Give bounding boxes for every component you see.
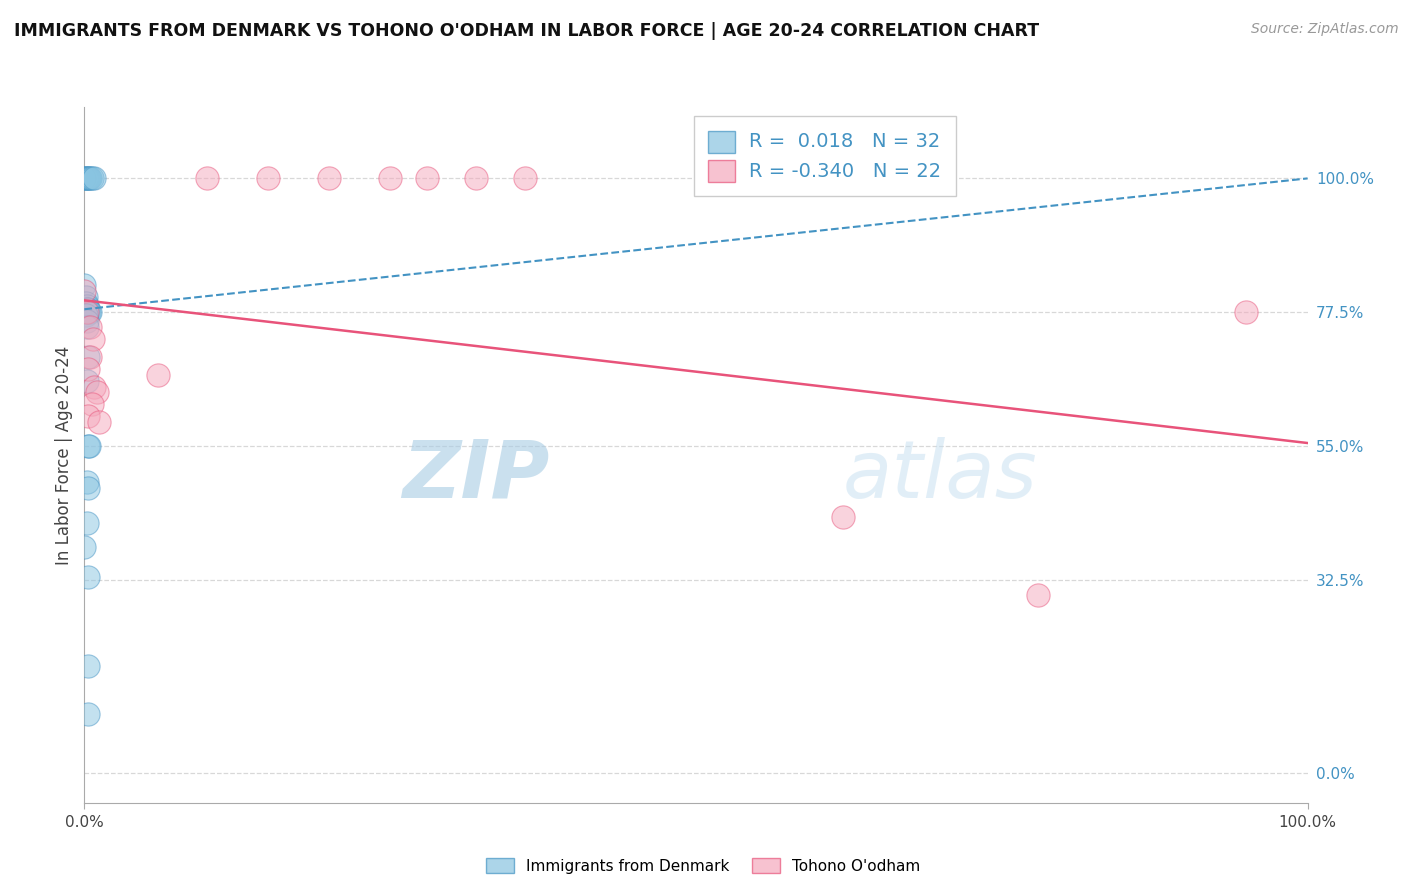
Point (77, 361, 100, 376)
Point (77, 409, 100, 424)
Point (77, 439, 100, 453)
Text: atlas: atlas (842, 437, 1038, 515)
Text: ZIP: ZIP (402, 437, 550, 515)
Point (73, 540, 96, 554)
Point (76, 374, 98, 388)
Point (318, 171, 340, 186)
Point (76, 516, 98, 531)
Text: IMMIGRANTS FROM DENMARK VS TOHONO O'ODHAM IN LABOR FORCE | AGE 20-24 CORRELATION: IMMIGRANTS FROM DENMARK VS TOHONO O'ODHA… (14, 22, 1039, 40)
Legend: Immigrants from Denmark, Tohono O'odham: Immigrants from Denmark, Tohono O'odham (479, 852, 927, 880)
Point (77, 659, 100, 673)
Point (77, 171, 100, 186)
Point (86, 385, 108, 400)
Point (79, 350, 101, 364)
Point (380, 171, 402, 186)
Point (82, 332, 104, 346)
Point (73, 285, 96, 299)
Point (77, 171, 100, 186)
Point (77, 706, 100, 721)
Point (77, 439, 100, 453)
Point (195, 171, 218, 186)
Point (1028, 588, 1050, 602)
Point (77, 350, 100, 364)
Point (76, 305, 98, 319)
Point (73, 171, 96, 186)
Point (146, 368, 169, 382)
Point (77, 302, 100, 317)
Point (87, 415, 110, 429)
Point (76, 171, 98, 186)
Point (83, 379, 105, 393)
Point (80, 171, 103, 186)
Point (73, 171, 96, 186)
Point (77, 305, 100, 319)
Point (79, 320, 101, 334)
Point (416, 171, 439, 186)
Point (1236, 305, 1258, 319)
Text: Source: ZipAtlas.com: Source: ZipAtlas.com (1251, 22, 1399, 37)
Point (76, 475, 98, 489)
Point (513, 171, 536, 186)
Legend: R =  0.018   N = 32, R = -0.340   N = 22: R = 0.018 N = 32, R = -0.340 N = 22 (693, 116, 956, 196)
Point (79, 305, 101, 319)
Point (257, 171, 280, 186)
Point (80, 397, 103, 411)
Point (75, 171, 97, 186)
Point (77, 481, 100, 495)
Point (77, 305, 100, 319)
Point (75, 296, 97, 310)
Point (76, 314, 98, 328)
Point (831, 510, 853, 524)
Point (76, 299, 98, 313)
Point (76, 302, 98, 317)
Point (75, 308, 97, 322)
Point (75, 290, 97, 304)
Point (76, 320, 98, 334)
Point (77, 570, 100, 584)
Point (83, 171, 105, 186)
Point (464, 171, 486, 186)
Point (73, 278, 96, 293)
Point (79, 171, 101, 186)
Y-axis label: In Labor Force | Age 20-24: In Labor Force | Age 20-24 (55, 345, 73, 565)
